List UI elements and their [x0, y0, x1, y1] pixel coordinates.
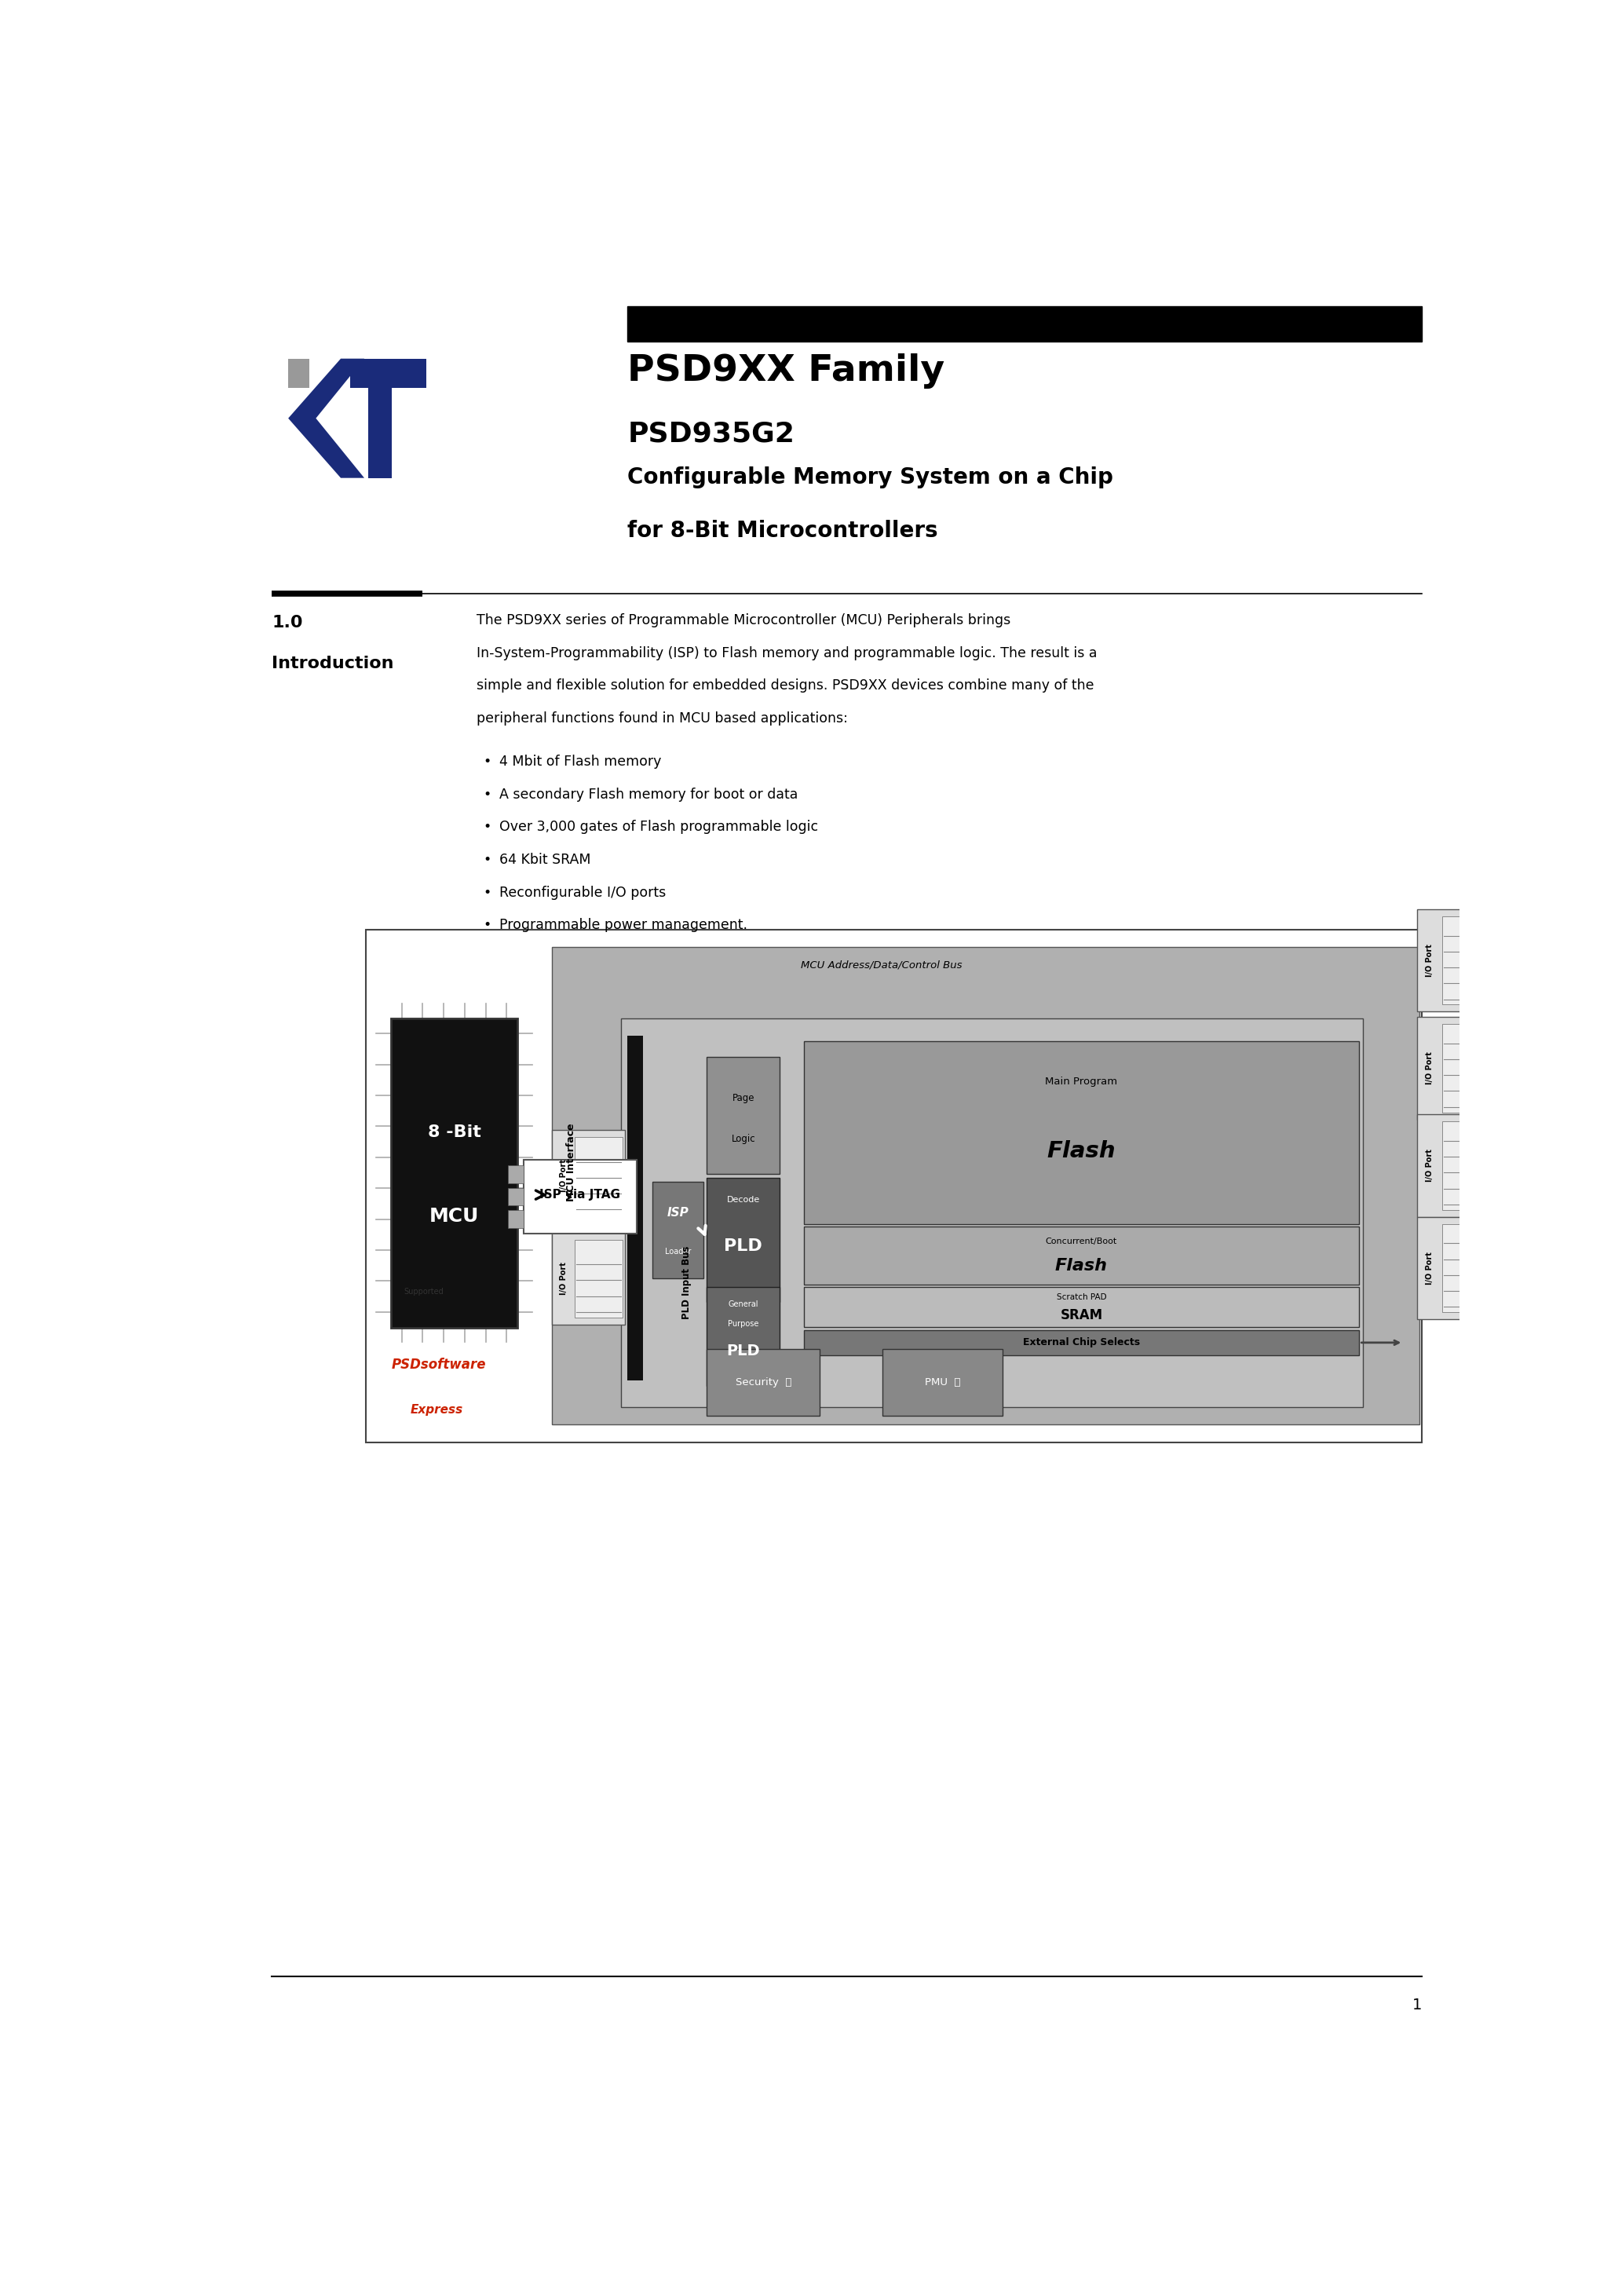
Text: •: • — [483, 918, 491, 932]
Text: •: • — [483, 788, 491, 801]
Bar — [551, 1130, 624, 1221]
Text: Over 3,000 gates of Flash programmable logic: Over 3,000 gates of Flash programmable l… — [500, 820, 817, 833]
Bar — [1442, 1120, 1470, 1210]
Text: I/O Port: I/O Port — [1426, 1251, 1434, 1283]
Text: Security  🔒: Security 🔒 — [735, 1378, 792, 1387]
Text: Loader: Loader — [665, 1247, 691, 1256]
Text: I/O Port: I/O Port — [1426, 1148, 1434, 1182]
Text: Flash: Flash — [1048, 1141, 1116, 1162]
Text: •: • — [483, 820, 491, 833]
Bar — [574, 1137, 623, 1215]
Text: MCU Interface: MCU Interface — [566, 1123, 576, 1201]
Text: peripheral functions found in MCU based applications:: peripheral functions found in MCU based … — [477, 712, 848, 726]
Bar — [707, 1178, 780, 1302]
Text: ISP: ISP — [667, 1208, 689, 1219]
Text: I/O Port: I/O Port — [560, 1159, 568, 1192]
Text: PSD9XX Family: PSD9XX Family — [628, 354, 946, 388]
Bar — [1442, 1024, 1470, 1111]
Text: Logic: Logic — [732, 1134, 756, 1143]
Text: for 8-Bit Microcontrollers: for 8-Bit Microcontrollers — [628, 519, 938, 542]
Text: PSDsoftware: PSDsoftware — [391, 1357, 487, 1371]
Text: Supported: Supported — [404, 1288, 444, 1295]
Text: In-System-Programmability (ISP) to Flash memory and programmable logic. The resu: In-System-Programmability (ISP) to Flash… — [477, 645, 1098, 659]
Bar — [391, 1017, 517, 1327]
Bar — [551, 948, 1419, 1424]
Text: Flash: Flash — [1056, 1258, 1108, 1274]
Bar — [621, 1017, 1362, 1407]
Text: Scratch PAD: Scratch PAD — [1056, 1293, 1106, 1302]
Bar — [803, 1288, 1359, 1327]
Bar — [508, 1166, 524, 1182]
Text: •: • — [483, 755, 491, 769]
Text: •: • — [483, 852, 491, 868]
Polygon shape — [350, 358, 427, 478]
Polygon shape — [289, 358, 308, 388]
Bar — [1418, 1114, 1499, 1217]
Bar — [707, 1056, 780, 1173]
Text: I/O Port: I/O Port — [1426, 1052, 1434, 1084]
Text: simple and flexible solution for embedded designs. PSD9XX devices combine many o: simple and flexible solution for embedde… — [477, 680, 1095, 693]
Text: SRAM: SRAM — [1061, 1309, 1103, 1322]
Text: 1.0: 1.0 — [272, 615, 303, 631]
Text: The PSD9XX series of Programmable Microcontroller (MCU) Peripherals brings: The PSD9XX series of Programmable Microc… — [477, 613, 1011, 627]
Bar — [574, 1240, 623, 1318]
Text: Configurable Memory System on a Chip: Configurable Memory System on a Chip — [628, 466, 1114, 489]
Bar — [803, 1226, 1359, 1283]
Text: General: General — [728, 1300, 759, 1309]
Bar — [551, 1233, 624, 1325]
Text: Page: Page — [732, 1093, 754, 1102]
Bar — [1418, 1217, 1499, 1320]
Bar — [508, 1187, 524, 1205]
Text: Purpose: Purpose — [728, 1320, 759, 1327]
Text: 64 Kbit SRAM: 64 Kbit SRAM — [500, 852, 590, 868]
Text: I/O Port: I/O Port — [560, 1263, 568, 1295]
Text: Programmable power management.: Programmable power management. — [500, 918, 748, 932]
Text: Decode: Decode — [727, 1196, 759, 1203]
Text: 8 -Bit: 8 -Bit — [428, 1125, 480, 1141]
Text: Main Program: Main Program — [1045, 1077, 1118, 1086]
Text: Express: Express — [410, 1405, 462, 1417]
Bar — [1442, 916, 1470, 1006]
Bar — [524, 1159, 636, 1233]
Text: Introduction: Introduction — [272, 657, 394, 670]
Bar — [367, 930, 1422, 1442]
Text: MCU Address/Data/Control Bus: MCU Address/Data/Control Bus — [801, 960, 962, 969]
Bar — [1418, 909, 1499, 1013]
Text: PLD Input Bus: PLD Input Bus — [681, 1247, 693, 1320]
Text: PMU  🛢: PMU 🛢 — [925, 1378, 960, 1387]
Text: •: • — [483, 886, 491, 900]
Bar — [652, 1182, 702, 1279]
Text: ISP via JTAG: ISP via JTAG — [540, 1189, 620, 1201]
Text: I/O Port: I/O Port — [1426, 944, 1434, 976]
Text: 1: 1 — [1413, 1998, 1422, 2011]
Bar — [628, 305, 1422, 342]
Bar — [628, 1035, 642, 1380]
Bar — [882, 1348, 1002, 1417]
Text: Reconfigurable I/O ports: Reconfigurable I/O ports — [500, 886, 667, 900]
Text: PSD935G2: PSD935G2 — [628, 420, 795, 448]
Text: MCU: MCU — [430, 1208, 478, 1226]
Polygon shape — [289, 358, 365, 478]
Bar — [803, 1042, 1359, 1224]
Text: PLD: PLD — [727, 1343, 761, 1359]
Bar — [707, 1286, 780, 1387]
Bar — [707, 1348, 821, 1417]
Bar — [508, 1210, 524, 1228]
Bar — [1418, 1017, 1499, 1120]
Text: A secondary Flash memory for boot or data: A secondary Flash memory for boot or dat… — [500, 788, 798, 801]
Bar — [1442, 1224, 1470, 1313]
Text: External Chip Selects: External Chip Selects — [1023, 1339, 1140, 1348]
Text: Concurrent/Boot: Concurrent/Boot — [1046, 1238, 1118, 1244]
Text: PLD: PLD — [723, 1238, 762, 1254]
Bar — [803, 1329, 1359, 1355]
Text: 4 Mbit of Flash memory: 4 Mbit of Flash memory — [500, 755, 662, 769]
